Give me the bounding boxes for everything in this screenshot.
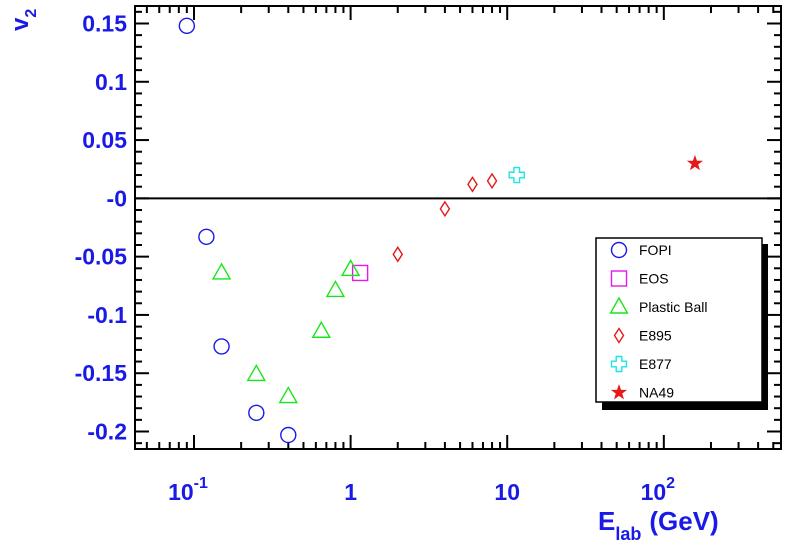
- legend-item: E895: [613, 327, 672, 344]
- legend-item: NA49: [610, 383, 674, 401]
- data-point: [392, 246, 404, 263]
- data-point: [340, 259, 361, 277]
- legend-label: Plastic Ball: [639, 299, 707, 315]
- legend-label: E895: [639, 328, 672, 344]
- y-tick-label: 0.15: [82, 10, 127, 36]
- data-point: [213, 338, 230, 355]
- legend-item: FOPI: [610, 241, 672, 259]
- plot-frame: [134, 5, 782, 450]
- data-point: [325, 280, 346, 298]
- legend-label: EOS: [639, 271, 669, 287]
- data-point: [178, 17, 196, 35]
- y-tick-label: -0.2: [87, 419, 127, 445]
- legend: FOPI EOS Plastic Ball E895 E877 NA49: [595, 237, 768, 410]
- data-point: [311, 320, 332, 338]
- data-point: [486, 172, 498, 190]
- legend-label: E877: [639, 356, 672, 372]
- data-point: [280, 426, 297, 444]
- y-tick-label: -0.1: [87, 302, 127, 328]
- legend-marker: [613, 327, 625, 344]
- series-e895: [392, 172, 498, 263]
- legend-item: E877: [610, 355, 672, 373]
- series-e877: [508, 166, 525, 184]
- y-tick-label: -0: [107, 185, 127, 211]
- y-tick-label: 0.1: [95, 69, 127, 95]
- data-point: [467, 176, 478, 193]
- series-plastic-ball: [211, 259, 361, 404]
- legend-item: Plastic Ball: [609, 296, 707, 315]
- y-tick-labels: 0.15 0.1 0.05 -0 -0.05 -0.1 -0.15 -0.2: [75, 10, 128, 444]
- x-tick-labels: 10-1 1 10 102: [168, 475, 675, 505]
- y-tick-label: -0.15: [75, 360, 128, 386]
- x-axis-title: Elab (GeV): [598, 506, 719, 544]
- legend-marker: [610, 355, 628, 373]
- legend-box: [595, 237, 763, 403]
- series-fopi: [178, 17, 297, 444]
- legend-label: FOPI: [639, 242, 672, 258]
- data-point: [246, 363, 267, 382]
- series-eos: [351, 264, 369, 282]
- legend-marker: [609, 296, 629, 314]
- data-point: [198, 228, 215, 246]
- axis-ticks: [135, 6, 781, 449]
- series-na49: [686, 154, 704, 171]
- legend-marker: [610, 241, 628, 259]
- legend-items: FOPI EOS Plastic Ball E895 E877 NA49: [609, 241, 707, 401]
- legend-item: EOS: [610, 270, 669, 287]
- legend-marker: [610, 270, 628, 287]
- data-point: [211, 262, 232, 280]
- data-point: [686, 154, 704, 171]
- data-point: [508, 166, 525, 184]
- y-tick-label: -0.05: [75, 244, 128, 270]
- y-tick-label: 0.05: [82, 127, 127, 153]
- legend-label: NA49: [639, 385, 674, 401]
- x-tick-label: 1: [344, 479, 357, 505]
- data-point: [439, 200, 451, 218]
- data-point: [351, 264, 369, 282]
- x-tick-label: 10: [494, 479, 520, 505]
- data-point: [278, 386, 298, 404]
- data-point: [248, 404, 265, 422]
- x-tick-label: 102: [641, 475, 676, 505]
- x-tick-label: 10-1: [168, 475, 208, 505]
- data-points: [178, 17, 704, 444]
- legend-marker: [610, 383, 628, 400]
- y-axis-title: v2: [7, 9, 40, 31]
